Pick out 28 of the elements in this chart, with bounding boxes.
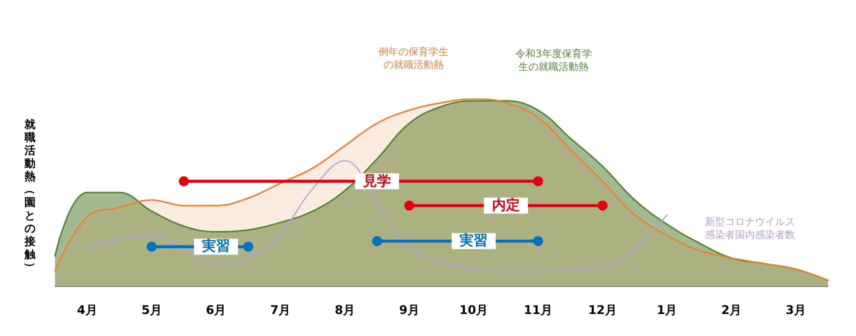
x-tick-label: 6月 (206, 303, 226, 317)
point (372, 236, 382, 246)
point (533, 236, 544, 246)
x-tick-label: 5月 (141, 303, 162, 317)
x-tick-label: 10月 (459, 303, 488, 317)
x-tick-label: 2月 (721, 303, 742, 317)
point (243, 242, 254, 252)
x-tick-label: 7月 (270, 303, 291, 317)
point (178, 176, 189, 186)
point (404, 200, 414, 211)
x-tick-label: 11月 (524, 303, 552, 317)
x-tick-label: 1月 (656, 303, 678, 317)
text: 就職活動熱（園との接触） (24, 118, 36, 273)
x-tick-label: 3月 (786, 303, 806, 317)
text: 新型コロナウイルス感染者国内感染者数 (704, 216, 795, 241)
text: 令和3年度保育学生の就職活動熱 (516, 48, 592, 73)
text: 例年の保育学生の就職活動熱 (378, 46, 449, 71)
x-tick-label: 8月 (334, 303, 356, 317)
series-label: 見学 (362, 173, 392, 190)
point (533, 176, 544, 186)
series-label: 実習 (460, 232, 488, 250)
series-label: 内定 (492, 196, 520, 214)
point (146, 242, 157, 252)
series-label: 実習 (202, 238, 230, 255)
point (598, 200, 608, 211)
x-tick-label: 9月 (399, 303, 420, 317)
x-tick-label: 12月 (588, 303, 617, 317)
x-tick-label: 4月 (77, 303, 98, 317)
